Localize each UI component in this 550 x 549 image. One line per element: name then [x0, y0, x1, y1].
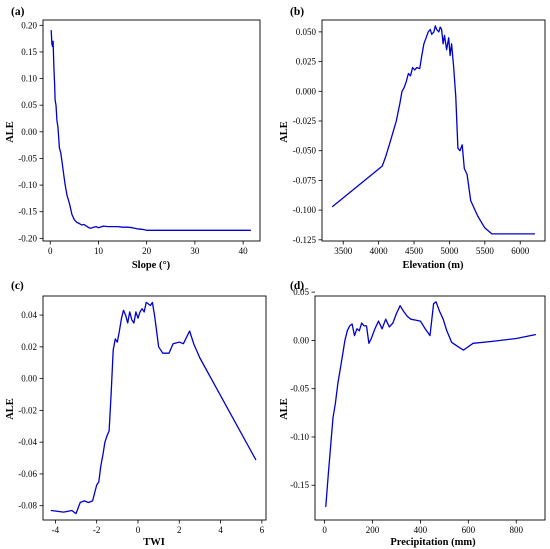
y-tick-label-b: -0.050	[293, 146, 317, 156]
y-tick-label-c: 0.04	[21, 310, 37, 320]
plot-area-a	[42, 19, 261, 242]
x-tick-label-a: 30	[190, 246, 200, 256]
y-tick-label-b: 0.000	[296, 86, 317, 96]
y-tick-label-d: 0.00	[293, 335, 309, 345]
x-ticks-c: -4 -2 0 2 4 6	[52, 520, 265, 535]
y-tick-label-b: 0.050	[296, 27, 317, 37]
x-tick-label-d: 800	[510, 525, 524, 535]
x-tick-label-c: -4	[52, 525, 60, 535]
axes-frame-d	[314, 295, 546, 521]
y-tick-label-b: 0.025	[296, 57, 317, 67]
series-c	[50, 301, 257, 515]
panel-label-a: (a)	[11, 6, 25, 18]
y-tick-label-d: -0.10	[290, 432, 309, 442]
axes-frame-c	[42, 295, 267, 521]
x-axis-label-b: Elevation (m)	[403, 260, 464, 271]
axes-frame-a	[42, 19, 261, 242]
plot-area-b	[321, 19, 546, 242]
y-axis-label-d: ALE	[279, 398, 290, 420]
x-tick-label-a: 10	[94, 246, 104, 256]
y-tick-label-a: -0.05	[18, 153, 37, 163]
y-tick-label-d: -0.05	[290, 384, 309, 394]
ale-line-d	[325, 301, 537, 508]
panel-label-d: (d)	[290, 280, 304, 292]
y-tick-label-c: -0.04	[18, 437, 37, 447]
x-tick-label-a: 0	[48, 246, 53, 256]
x-tick-label-a: 40	[239, 246, 249, 256]
x-ticks-a: 0 10 20 30 40	[48, 241, 248, 256]
panel-label-c: (c)	[11, 280, 24, 292]
x-tick-label-d: 200	[366, 525, 380, 535]
y-tick-label-a: 0.20	[21, 20, 37, 30]
y-tick-label-c: -0.06	[18, 469, 37, 479]
y-tick-label-c: -0.02	[18, 405, 37, 415]
y-ticks-c: -0.08 -0.06 -0.04 -0.02 0.00 0.02 0.04	[18, 310, 43, 511]
y-tick-label-a: 0.05	[21, 100, 37, 110]
y-tick-label-c: 0.02	[21, 342, 37, 352]
y-axis-label-c: ALE	[5, 398, 16, 420]
x-tick-label-d: 600	[462, 525, 476, 535]
y-tick-label-a: -0.20	[18, 233, 37, 243]
y-tick-label-a: 0.15	[21, 47, 37, 57]
y-tick-label-a: -0.15	[18, 207, 37, 217]
y-ticks-b: -0.125 -0.100 -0.075 -0.050 -0.025 0.000 0.025…	[293, 27, 322, 245]
x-tick-label-b: 4500	[405, 246, 424, 256]
y-axis-label-a: ALE	[5, 121, 16, 143]
x-tick-label-c: 6	[260, 525, 265, 535]
x-axis-label-d: Precipitation (mm)	[390, 537, 476, 548]
x-tick-label-d: 400	[414, 525, 428, 535]
y-axis-label-b: ALE	[279, 121, 290, 143]
x-tick-label-c: 2	[177, 525, 182, 535]
series-b	[331, 25, 536, 235]
x-axis-label-a: Slope (°)	[132, 260, 171, 271]
panel-d: (d) 0 200 400 600 800 -0.15 -0.10 -0.05 0.00 0.0…	[279, 280, 546, 548]
series-d	[325, 301, 537, 508]
x-ticks-b: 3500 4000 4500 5000 5500 6000	[334, 241, 530, 256]
x-axis-label-c: TWI	[143, 537, 165, 548]
panel-label-b: (b)	[290, 6, 304, 18]
series-a	[50, 30, 252, 231]
x-tick-label-d: 0	[322, 525, 327, 535]
x-tick-label-c: 4	[218, 525, 223, 535]
y-tick-label-c: 0.00	[21, 374, 37, 384]
y-tick-label-b: -0.100	[293, 205, 317, 215]
y-ticks-a: -0.20 -0.15 -0.10 -0.05 0.00 0.05 0.10 0.15 0.20	[18, 20, 43, 243]
y-tick-label-d: -0.15	[290, 480, 309, 490]
x-tick-label-a: 20	[142, 246, 152, 256]
panel-a: (a) 0 10 20 30 40 -0.20 -0.15 -0.10 -0.05 0.00 0.…	[5, 6, 261, 271]
x-tick-label-c: 0	[136, 525, 141, 535]
y-tick-label-a: 0.10	[21, 74, 37, 84]
y-tick-label-b: -0.025	[293, 116, 317, 126]
y-tick-label-b: -0.125	[293, 235, 317, 245]
x-tick-label-b: 5000	[440, 246, 459, 256]
y-tick-label-a: -0.10	[18, 180, 37, 190]
ale-line-a	[50, 30, 252, 231]
y-tick-label-a: 0.00	[21, 127, 37, 137]
x-ticks-d: 0 200 400 600 800	[322, 520, 524, 535]
panel-c: (c) -4 -2 0 2 4 6 -0.08 -0.06 -0.04 -0.02 0.00 0.0…	[5, 280, 267, 548]
x-tick-label-b: 4000	[370, 246, 389, 256]
plot-area-c	[42, 295, 267, 521]
y-tick-label-b: -0.075	[293, 175, 317, 185]
x-tick-label-b: 3500	[334, 246, 353, 256]
y-tick-label-d: 0.05	[293, 287, 309, 297]
plot-area-d	[314, 295, 546, 521]
panel-b: (b) 3500 4000 4500 5000 5500 6000 -0.125 -0.10…	[279, 6, 546, 271]
axes-frame-b	[321, 19, 546, 242]
x-tick-label-c: -2	[93, 525, 101, 535]
ale-line-b	[331, 25, 536, 235]
x-tick-label-b: 6000	[511, 246, 530, 256]
x-tick-label-b: 5500	[476, 246, 495, 256]
y-tick-label-c: -0.08	[18, 501, 37, 511]
y-ticks-d: -0.15 -0.10 -0.05 0.00 0.05	[290, 287, 315, 490]
ale-line-c	[50, 301, 257, 515]
